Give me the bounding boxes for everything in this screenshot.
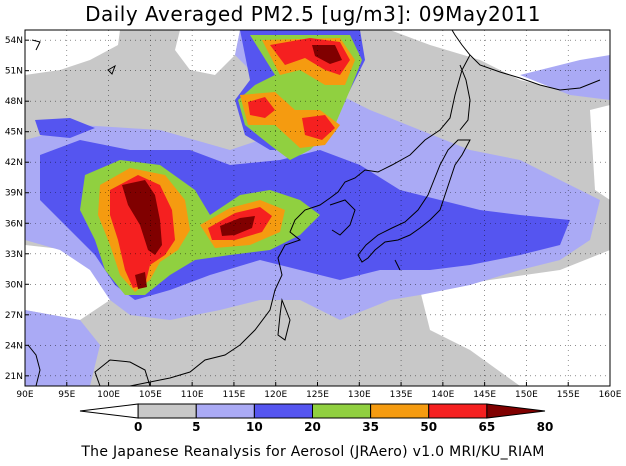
footer-credit: The Japanese Reanalysis for Aerosol (JRA… <box>81 444 545 460</box>
pm25-above-80-south <box>135 272 147 289</box>
lon-tick-label: 120E <box>264 390 287 400</box>
lat-tick-label: 24N <box>5 341 23 351</box>
lat-tick-label: 33N <box>5 250 23 260</box>
lon-tick-label: 140E <box>431 390 454 400</box>
pm25-above-80-north <box>312 45 342 64</box>
lat-tick-label: 48N <box>5 97 23 107</box>
pm25-65-80-mid-plume-b <box>302 115 335 140</box>
latitude-axis: 21N 24N 27N 30N 33N 36N 39N 42N 45N 48N 51N 54N <box>5 36 29 382</box>
coastline-sakhalin <box>459 64 471 131</box>
pm25-10-20-northeast <box>520 55 610 100</box>
coastlines <box>27 30 601 386</box>
lat-tick-label: 42N <box>5 158 23 168</box>
lon-tick-label: 90E <box>16 390 33 400</box>
coastline-lake-north-b <box>107 64 116 75</box>
coastline-bay-of-bengal <box>27 344 41 386</box>
colorbar-segment <box>312 403 372 419</box>
colorbar-segment <box>195 403 255 419</box>
lon-tick-label: 125E <box>306 390 329 400</box>
lat-tick-label: 30N <box>5 280 23 290</box>
colorbar-level-label: 65 <box>479 420 496 434</box>
lon-tick-label: 150E <box>515 390 538 400</box>
pm25-20-35-west <box>35 118 95 138</box>
coastline-japan <box>357 139 471 263</box>
lat-tick-label: 54N <box>5 36 23 46</box>
colorbar-segment <box>79 403 139 419</box>
pm25-field <box>25 30 610 386</box>
lon-tick-label: 95E <box>58 390 75 400</box>
coastline-taiwan <box>277 298 291 341</box>
pm25-10-20-southwest <box>25 310 100 386</box>
colorbar-segment <box>428 403 488 419</box>
lon-tick-label: 100E <box>97 390 120 400</box>
lon-tick-label: 160E <box>599 390 622 400</box>
lat-tick-label: 27N <box>5 311 23 321</box>
clean-area-east <box>590 105 610 200</box>
colorbar-segment <box>253 403 313 419</box>
lon-tick-label: 155E <box>557 390 580 400</box>
colorbar-segment <box>137 403 197 419</box>
colorbar-segment <box>486 403 546 419</box>
lon-tick-label: 105E <box>139 390 162 400</box>
coastline-okhotsk <box>451 30 601 91</box>
pm25-above-80-west <box>122 180 162 255</box>
lat-tick-label: 51N <box>5 67 23 77</box>
clean-area-northwest <box>25 30 120 75</box>
longitude-axis: 90E 95E 100E 105E 110E 115E 120E 125E 130E 135E 14… <box>16 382 622 400</box>
coastline-korea <box>329 199 356 236</box>
lat-tick-label: 36N <box>5 219 23 229</box>
lon-tick-label: 130E <box>348 390 371 400</box>
coastline-mainland-east <box>129 54 471 386</box>
colorbar-level-label: 50 <box>420 420 437 434</box>
pm25-65-80-mid-plume-a <box>248 97 275 118</box>
pm25-above-80-central <box>220 216 255 236</box>
colorbar-level-label: 80 <box>537 420 554 434</box>
map-title: Daily Averaged PM2.5 [ug/m3]: 09May2011 <box>85 2 541 26</box>
lon-tick-label: 145E <box>473 390 496 400</box>
colorbar-level-label: 10 <box>246 420 263 434</box>
colorbar: 0 5 10 20 35 50 65 80 <box>79 403 554 434</box>
colorbar-level-label: 20 <box>304 420 321 434</box>
coastline-islands <box>394 259 401 271</box>
lat-tick-label: 45N <box>5 128 23 138</box>
lon-tick-label: 110E <box>181 390 204 400</box>
colorbar-level-label: 0 <box>134 420 142 434</box>
coastline-lake-north-a <box>31 39 41 51</box>
colorbar-level-label: 35 <box>362 420 379 434</box>
lon-tick-label: 135E <box>390 390 413 400</box>
lat-tick-label: 39N <box>5 189 23 199</box>
coastline-indochina <box>94 359 151 386</box>
lon-tick-label: 115E <box>222 390 245 400</box>
colorbar-segment <box>370 403 430 419</box>
colorbar-level-label: 5 <box>192 420 200 434</box>
lat-tick-label: 21N <box>5 372 23 382</box>
clean-area-north <box>175 30 240 75</box>
